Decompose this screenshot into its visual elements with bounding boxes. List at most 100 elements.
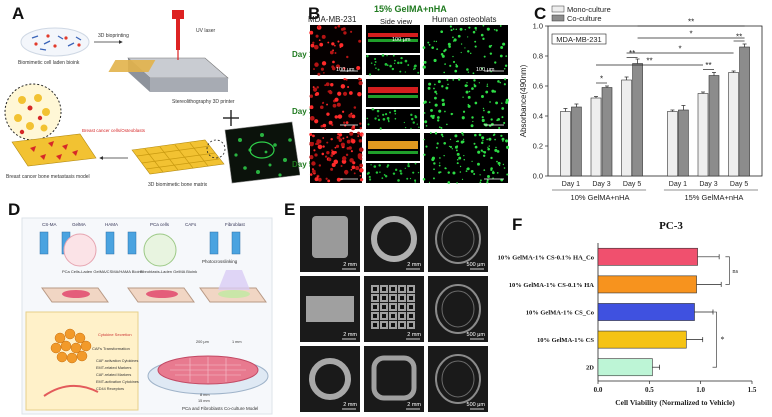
x-tick-label: 0.0	[594, 386, 603, 394]
red-cell	[329, 50, 334, 55]
green-cell	[459, 165, 462, 168]
green-cell	[423, 138, 425, 141]
sem-grid-cell	[407, 312, 415, 320]
red-cell	[345, 121, 349, 124]
green-cell	[477, 162, 480, 166]
green-cell	[466, 82, 468, 84]
spheroid	[50, 328, 92, 364]
sem-grid-cell	[398, 321, 406, 329]
sem-image-grid: 2 mm 2 mm 500 μm 2 mm 2 mm 500 μm 2 mm 2 mm 500 …	[300, 206, 488, 412]
green-cell	[486, 179, 489, 182]
bar-mono-culture	[667, 111, 678, 177]
green-cell	[393, 109, 397, 113]
red-cell	[321, 152, 325, 156]
red-cell	[342, 91, 348, 96]
significance-mark: *	[721, 335, 725, 344]
side-view-lower	[366, 109, 420, 129]
green-cell	[453, 38, 457, 42]
green-cell	[383, 173, 386, 176]
bioink-label: Biomimetic cell laden bioink	[18, 60, 80, 66]
green-cell	[461, 140, 465, 143]
red-cell	[314, 62, 319, 67]
green-cell	[470, 124, 474, 128]
green-cell	[500, 134, 503, 137]
sem-ring	[371, 216, 417, 262]
green-cell	[490, 118, 493, 121]
red-cell	[324, 84, 327, 87]
red-cell	[313, 68, 315, 70]
red-cell	[347, 85, 350, 89]
panel-letter-c: C	[534, 4, 547, 23]
red-cell	[359, 163, 363, 167]
green-cell	[459, 171, 462, 173]
green-cell	[480, 141, 484, 145]
green-cell	[494, 138, 496, 141]
coculture-dish	[147, 355, 269, 395]
bar-co-culture	[632, 63, 643, 177]
red-cell	[359, 122, 362, 125]
y-tick-label: 0.8	[533, 52, 543, 61]
red-cell	[320, 124, 324, 128]
green-cell	[456, 152, 460, 156]
green-cell	[486, 83, 488, 85]
green-cell	[496, 160, 498, 163]
panel-a: A Biomimetic cell laden bioink 3D biopri…	[0, 0, 300, 195]
x-axis-label: Cell Viability (Normalized to Vehicle)	[615, 398, 735, 407]
green-cell	[455, 64, 459, 68]
svg-text:CS-MA: CS-MA	[42, 222, 57, 227]
green-cell	[434, 132, 438, 135]
green-cell	[460, 43, 463, 45]
green-cell	[441, 85, 444, 88]
green-cell	[384, 175, 388, 178]
bar-mono-culture	[697, 93, 709, 177]
sem-scale-label: 2 mm	[407, 402, 421, 408]
red-cell	[345, 153, 349, 157]
green-cell	[444, 63, 446, 65]
green-cell	[482, 24, 485, 27]
green-cell	[435, 146, 438, 149]
red-cell	[311, 161, 316, 166]
green-cell	[366, 117, 369, 120]
svg-text:CAFs: CAFs	[185, 222, 197, 227]
scale-bar-green-1: 100 μm	[476, 67, 495, 73]
green-cell	[389, 111, 392, 114]
green-cell	[448, 145, 451, 147]
green-cell	[399, 169, 402, 173]
sem-zoom-ring	[441, 220, 475, 258]
red-cell	[311, 169, 316, 174]
green-cell	[501, 116, 504, 119]
green-cell	[413, 68, 415, 71]
panel-b-title: 15% GelMA+nHA	[374, 4, 447, 14]
green-cell	[414, 179, 417, 182]
bracket	[362, 134, 366, 182]
green-cell	[443, 102, 445, 104]
green-cell	[467, 95, 471, 99]
red-cell	[332, 60, 335, 64]
x-tick-label: Day 5	[730, 181, 748, 188]
green-cell	[470, 52, 472, 55]
red-cell	[315, 92, 320, 96]
green-cell	[456, 182, 458, 184]
green-cell	[461, 178, 464, 181]
svg-text:PCa cells: PCa cells	[150, 222, 170, 227]
green-cell	[492, 134, 495, 137]
green-cell	[392, 172, 396, 175]
red-cell	[339, 43, 344, 48]
green-cell	[438, 126, 441, 129]
green-cell	[436, 48, 439, 51]
green-cell	[433, 177, 435, 180]
green-cell	[505, 55, 508, 57]
viability-bar	[597, 330, 687, 349]
magnified-view	[4, 83, 62, 141]
red-cell	[310, 43, 315, 48]
svg-text:CAF activation Cytokines: CAF activation Cytokines	[96, 359, 139, 363]
green-cell	[490, 168, 493, 172]
green-cell	[437, 80, 441, 84]
sem-grid-cell	[380, 321, 388, 329]
green-cell	[393, 62, 396, 65]
green-cell	[475, 29, 477, 31]
x-tick-label: Day 1	[669, 181, 687, 188]
green-cell	[471, 160, 473, 162]
red-cell	[320, 67, 324, 71]
legend-swatch	[551, 14, 565, 22]
